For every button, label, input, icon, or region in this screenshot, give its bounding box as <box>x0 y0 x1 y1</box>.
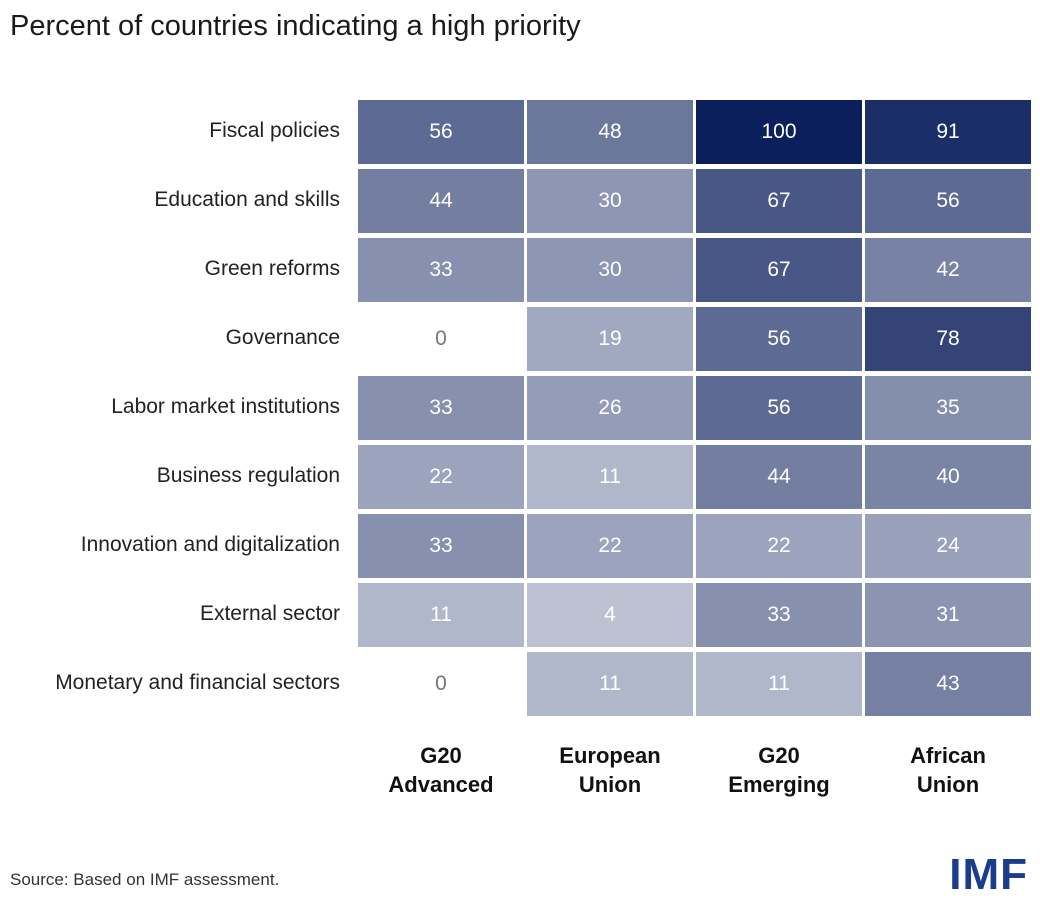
column-label-line2: Advanced <box>388 772 494 797</box>
imf-logo: IMF <box>949 850 1028 899</box>
heatmap-cell: 40 <box>865 445 1031 509</box>
source-note: Source: Based on IMF assessment. <box>10 870 280 889</box>
heatmap-cell: 56 <box>865 169 1031 233</box>
column-label-line1: G20 <box>758 743 800 768</box>
column-label-line2: Emerging <box>728 772 830 797</box>
row-label: Monetary and financial sectors <box>55 671 340 694</box>
heatmap-cell: 11 <box>358 583 524 647</box>
heatmap-cell: 31 <box>865 583 1031 647</box>
heatmap-cell: 24 <box>865 514 1031 578</box>
heatmap-cell: 43 <box>865 652 1031 716</box>
heatmap-cell: 11 <box>527 445 693 509</box>
heatmap-cell: 11 <box>696 652 862 716</box>
heatmap-cell: 4 <box>527 583 693 647</box>
row-label: Governance <box>225 326 340 349</box>
heatmap-cell: 100 <box>696 100 862 164</box>
row-label: Green reforms <box>204 257 340 280</box>
heatmap-cell: 22 <box>696 514 862 578</box>
heatmap-cell: 11 <box>527 652 693 716</box>
column-label: European Union <box>527 741 693 799</box>
heatmap-cell: 0 <box>358 652 524 716</box>
heatmap-cell: 22 <box>527 514 693 578</box>
column-label-line2: Union <box>578 772 642 797</box>
heatmap-cell: 33 <box>358 238 524 302</box>
heatmap-cell: 56 <box>696 307 862 371</box>
heatmap-cell: 35 <box>865 376 1031 440</box>
chart-title: Percent of countries indicating a high p… <box>10 10 581 42</box>
heatmap-cell: 19 <box>527 307 693 371</box>
heatmap-cell: 67 <box>696 238 862 302</box>
heatmap-cell: 33 <box>696 583 862 647</box>
column-label: G20 Emerging <box>696 741 862 799</box>
heatmap-cell: 42 <box>865 238 1031 302</box>
heatmap-cell: 67 <box>696 169 862 233</box>
row-label: Education and skills <box>154 188 340 211</box>
heatmap-cell: 56 <box>358 100 524 164</box>
heatmap-cell: 44 <box>358 169 524 233</box>
heatmap-cell: 30 <box>527 238 693 302</box>
row-label: External sector <box>199 602 340 625</box>
heatmap-cell: 26 <box>527 376 693 440</box>
column-label-line2: Union <box>916 772 980 797</box>
column-label-line1: European <box>559 743 661 768</box>
heatmap-cell: 78 <box>865 307 1031 371</box>
heatmap-cell: 48 <box>527 100 693 164</box>
row-label: Business regulation <box>156 464 340 487</box>
heatmap-cell: 91 <box>865 100 1031 164</box>
column-label-line1: African <box>910 743 986 768</box>
row-label: Fiscal policies <box>209 119 340 142</box>
row-label: Labor market institutions <box>111 395 340 418</box>
column-label: African Union <box>865 741 1031 799</box>
heatmap-cell: 30 <box>527 169 693 233</box>
row-label: Innovation and digitalization <box>80 533 340 556</box>
heatmap-cell: 33 <box>358 514 524 578</box>
column-label: G20 Advanced <box>358 741 524 799</box>
column-label-line1: G20 <box>420 743 462 768</box>
heatmap-cell: 22 <box>358 445 524 509</box>
heatmap-cell: 0 <box>358 307 524 371</box>
heatmap-cell: 33 <box>358 376 524 440</box>
heatmap-cell: 44 <box>696 445 862 509</box>
heatmap-cell: 56 <box>696 376 862 440</box>
